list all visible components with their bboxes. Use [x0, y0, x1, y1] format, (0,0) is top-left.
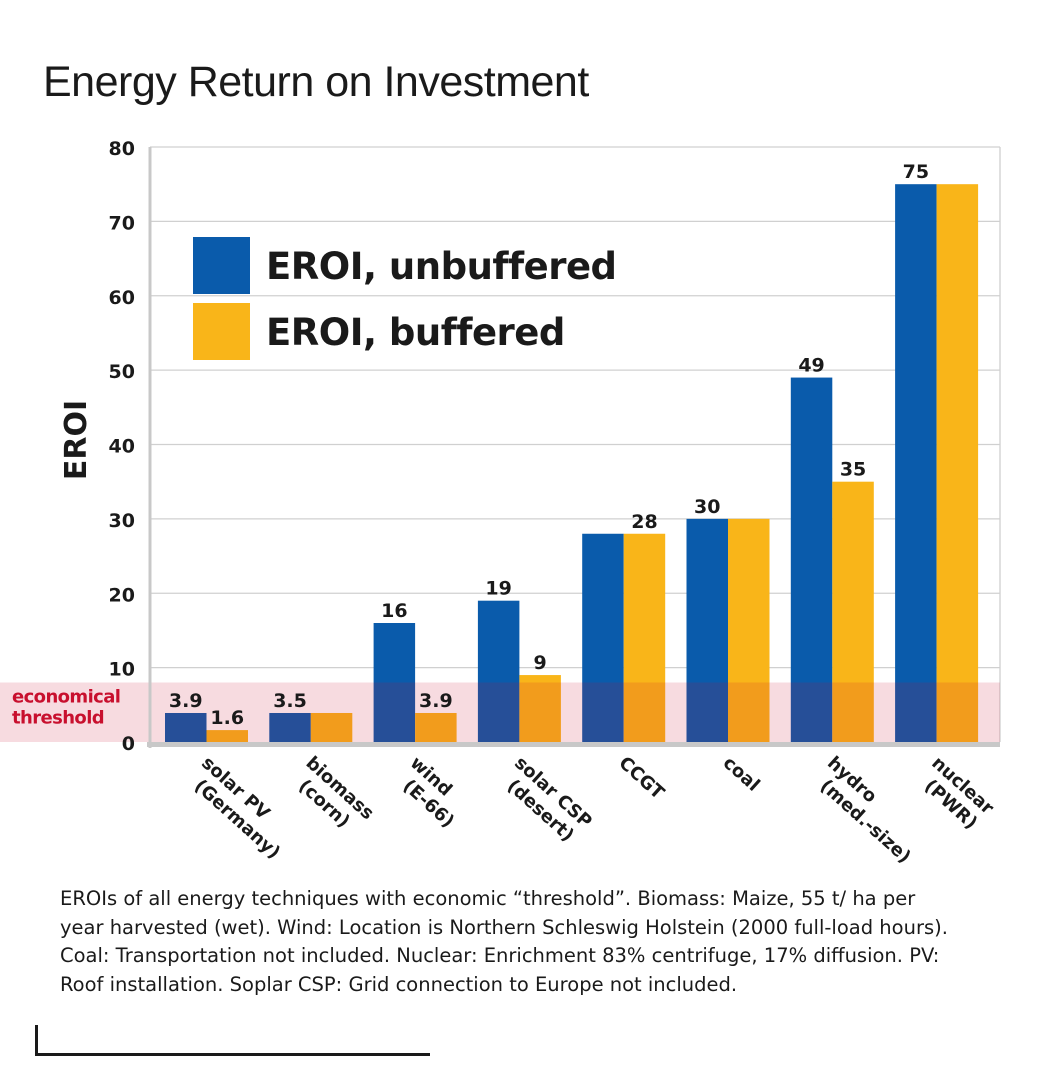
legend-swatch [193, 303, 250, 360]
y-tick-label: 80 [109, 138, 135, 160]
data-label: 9 [534, 652, 547, 674]
x-axis-line [147, 742, 1000, 747]
bars [165, 184, 979, 742]
x-tick-label-line: coal [719, 752, 764, 795]
threshold-label: threshold [12, 708, 104, 729]
data-label: 75 [903, 161, 929, 183]
bar-buffered [519, 675, 561, 742]
bar-buffered [415, 712, 457, 742]
x-tick-label: CCGT [615, 752, 669, 804]
bar-unbuffered [269, 712, 311, 742]
data-label: 16 [381, 600, 407, 622]
y-tick-label: 60 [109, 287, 135, 309]
x-tick-label: coal [719, 752, 764, 795]
threshold-band [0, 682, 1000, 742]
bar-unbuffered [582, 533, 624, 742]
threshold-label: economical [12, 687, 120, 708]
legend-label: EROI, unbuffered [266, 245, 617, 288]
y-tick-label: 20 [109, 584, 135, 606]
data-label: 35 [840, 459, 866, 481]
bar-buffered [623, 533, 666, 742]
x-tick-label: wind(E-66) [399, 752, 459, 832]
legend-swatch [193, 237, 250, 294]
bar-buffered [728, 518, 770, 742]
bar-unbuffered [895, 184, 937, 742]
bar-unbuffered [373, 623, 416, 742]
y-tick-label: 70 [109, 212, 135, 234]
bar-buffered [310, 712, 353, 742]
y-tick-label: 50 [109, 361, 135, 383]
data-label: 30 [694, 496, 720, 518]
data-label: 3.9 [169, 690, 203, 712]
data-label: 3.5 [273, 690, 307, 712]
bar-buffered [206, 730, 248, 742]
bar-buffered [936, 184, 979, 742]
x-tick-label: biomass(corn) [294, 752, 378, 832]
y-tick-label: 10 [109, 659, 135, 681]
bar-unbuffered [686, 518, 728, 742]
gridlines [150, 146, 1001, 742]
y-tick-label: 30 [109, 510, 135, 532]
bar-unbuffered [790, 377, 833, 742]
y-tick-label: 40 [109, 436, 135, 458]
y-axis-title: EROI [59, 400, 94, 480]
legend-label: EROI, buffered [266, 311, 565, 354]
data-label: 49 [798, 355, 824, 377]
chart-caption: EROIs of all energy techniques with econ… [60, 887, 948, 996]
x-tick-label: nuclear(PWR) [920, 752, 998, 833]
legend: EROI, unbuffered EROI, buffered [193, 237, 617, 360]
y-tick-label: 0 [122, 733, 135, 755]
x-tick-label-line: CCGT [615, 752, 669, 804]
corner-rule-vertical [35, 1025, 38, 1056]
chart-title: Energy Return on Investment [43, 58, 589, 106]
bar-unbuffered [477, 600, 520, 742]
bar-unbuffered [165, 712, 207, 742]
data-label: 19 [485, 578, 511, 600]
data-label: 28 [631, 511, 657, 533]
x-tick-label: solar PV(Germany) [190, 752, 284, 863]
bar-buffered [832, 481, 874, 742]
x-tick-label: solar CSP(desert) [503, 752, 596, 845]
data-label: 3.9 [419, 690, 453, 712]
data-labels: 3.9 1.6 3.5 16 3.9 19 9 28 30 49 35 75 [169, 161, 929, 729]
corner-rule-horizontal [35, 1053, 430, 1056]
x-tick-label: hydro(med.-size) [816, 752, 915, 867]
data-label: 1.6 [210, 707, 244, 729]
